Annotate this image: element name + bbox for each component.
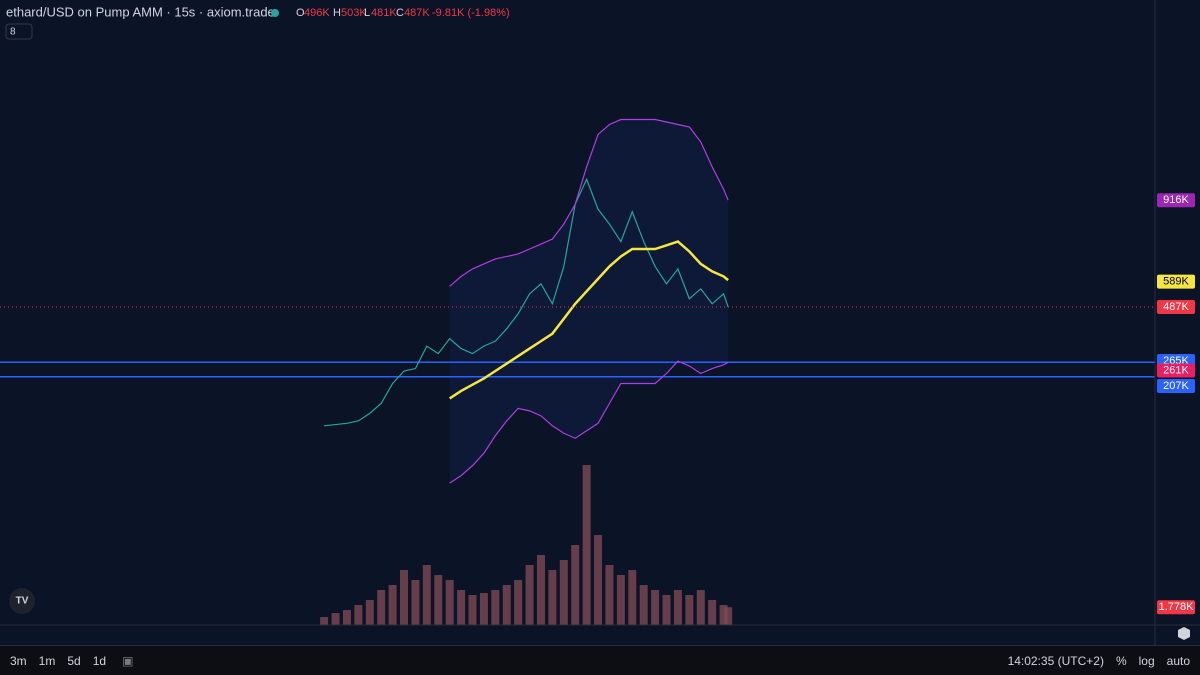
volume-bar [559,560,568,625]
volume-bar [616,575,625,625]
price-badge-label: 589K [1163,276,1189,288]
range[interactable]: 1m [38,654,56,668]
volume-bar [536,555,545,625]
volume-bar [708,600,717,625]
indicator-count[interactable]: 8 [10,27,16,38]
volume-bar [571,545,580,625]
volume-bar [594,535,603,625]
ohlc-value: 487K [404,7,430,19]
volume-bar [514,580,523,625]
status-dot [271,9,279,17]
price-badge [1157,193,1195,208]
volume-bar [502,585,511,625]
volume-bar [434,575,443,625]
volume-bar [639,585,648,625]
logo [9,588,35,614]
ohlc-label: L [364,7,370,19]
band-fill [449,119,729,484]
price-badge [1157,378,1195,393]
price-badge-label: 207K [1163,380,1189,392]
volume-bar [724,607,733,625]
price-badge-label: 487K [1163,301,1189,313]
volume-bar [411,580,420,625]
range[interactable]: 1d [92,654,107,668]
volume-bar [548,570,557,625]
volume-bar [628,570,637,625]
legend: ethard/USD on Pump AMM · 15s · axiom.tra… [5,4,510,40]
volume-bar [354,605,363,625]
volume-bar [525,565,534,625]
volume-bar [388,585,397,625]
price-badge [1157,300,1195,315]
series-line [449,360,729,484]
series-line [448,240,729,400]
volume-bar [377,590,386,625]
volume-bar [719,605,728,625]
price-badge [1157,363,1195,378]
volume-bar [468,595,477,625]
volume-bar [696,590,705,625]
logo-text: TV [16,596,29,607]
settings[interactable] [1178,627,1190,640]
change: -9.81K (-1.98%) [432,7,510,19]
clock: 14:02:35 (UTC+2) [1007,654,1104,668]
volume-bar [331,613,340,625]
volume-bar [457,590,466,625]
volume-bar [422,565,431,625]
volume-bar [605,565,614,625]
volume-bar [365,600,374,625]
volume-bar [491,590,500,625]
price-badge-label: 1.778K [1159,601,1195,613]
indicator-toggle[interactable] [5,23,33,40]
price-badge [1157,274,1195,289]
volume-bar [673,590,682,625]
series-line [449,118,729,287]
series-line [324,177,729,427]
date-range-button[interactable]: ▣ [122,654,134,668]
price-badge-label: 916K [1163,194,1189,206]
ohlc-label: O [296,7,305,19]
option[interactable]: auto [1166,654,1190,668]
volume-bar [320,617,329,625]
ohlc-label: H [333,7,341,19]
symbol: ethard/USD on Pump AMM · 15s · axiom.tra… [6,4,275,19]
volume-bar [342,610,351,625]
range[interactable]: 3m [10,654,27,668]
volume-bar [651,590,660,625]
option[interactable]: log [1138,654,1155,668]
volume-bar [479,593,488,625]
ohlc-value: 481K [371,7,397,19]
range[interactable]: 5d [67,654,81,668]
ohlc-value: 496K [304,7,330,19]
price-badge [1157,600,1195,615]
ohlc-value: 503K [341,7,367,19]
volume-bar [662,595,671,625]
ohlc-label: C [396,7,404,19]
volume-bar [445,580,454,625]
bottom-toolbar: 3m 1m 5d 1d ▣ 14:02:35 (UTC+2) % log aut… [0,645,1200,675]
price-badge-label: 261K [1163,364,1189,376]
volume-bar [400,570,409,625]
option[interactable]: % [1115,654,1127,668]
volume-bar [582,465,591,625]
volume-bar [685,595,694,625]
